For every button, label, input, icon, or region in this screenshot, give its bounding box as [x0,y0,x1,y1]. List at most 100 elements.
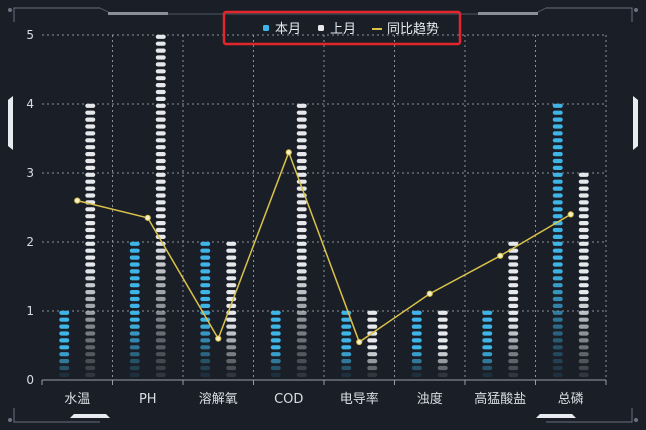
bar-segment [155,48,166,53]
trend-point[interactable] [74,197,81,204]
bar-segment [85,145,96,150]
bar-segment [296,303,307,308]
bar-last-month[interactable] [155,34,166,377]
bar-segment [59,317,70,322]
bar-segment [226,352,237,357]
bar-last-month[interactable] [226,241,237,377]
legend-item-last-month[interactable]: 上月 [318,22,356,37]
bar-current-month[interactable] [482,310,493,377]
bar-current-month[interactable] [341,310,352,377]
bar-segment [552,241,563,246]
bar-segment [155,317,166,322]
bar-segment [296,234,307,239]
bar-segment [552,359,563,364]
bar-segment [296,262,307,267]
bar-segment [85,331,96,336]
bar-last-month[interactable] [296,103,307,377]
legend-label-trend: 同比趋势 [387,21,439,37]
bar-segment [552,207,563,212]
trend-point[interactable] [144,214,151,221]
bar-segment [129,248,140,253]
bar-segment [296,124,307,129]
bar-segment [85,152,96,157]
bar-segment [200,338,211,343]
bar-segment [85,227,96,233]
bar-segment [85,221,96,226]
bar-segment [155,152,166,157]
bar-segment [482,324,493,329]
bar-segment [59,345,70,350]
bar-segment [85,324,96,329]
bar-last-month[interactable] [508,241,519,377]
bar-segment [578,234,589,239]
bar-segment [508,324,519,329]
bar-segment [155,186,166,191]
bar-last-month[interactable] [367,310,378,377]
trend-point[interactable] [567,211,574,218]
bar-segment [367,365,378,371]
bar-last-month[interactable] [437,310,448,377]
bar-last-month[interactable] [578,172,589,377]
bar-segment [411,345,422,350]
bar-current-month[interactable] [270,310,281,377]
bar-segment [437,324,448,329]
bar-segment [155,290,166,295]
trend-point[interactable] [426,290,433,297]
bar-segment [129,352,140,357]
bar-current-month[interactable] [552,103,563,377]
bar-segment [155,303,166,308]
bar-segment [155,214,166,219]
bar-segment [296,317,307,322]
bar-segment [270,372,281,377]
bar-segment [129,317,140,322]
bar-segment [226,331,237,336]
bar-segment [552,269,563,274]
bar-segment [155,138,166,143]
bar-current-month[interactable] [59,310,70,377]
bar-segment [508,338,519,343]
bar-current-month[interactable] [129,241,140,377]
x-tick-label: COD [274,392,303,407]
legend-item-current-month[interactable]: 本月 [263,22,301,37]
bar-segment [85,193,96,198]
bar-segment [552,145,563,150]
bar-segment [85,172,96,177]
bar-current-month[interactable] [411,310,422,377]
bar-segment [578,283,589,288]
bar-segment [296,276,307,281]
trend-point[interactable] [497,252,504,259]
bar-segment [85,117,96,122]
bar-segment [226,248,237,253]
bar-segment [85,262,96,267]
bar-segment [59,310,70,315]
bar-segment [508,262,519,267]
trend-point[interactable] [215,335,222,342]
bar-segment [85,186,96,191]
frame-decoration [13,7,633,423]
bar-segment [200,324,211,329]
bar-segment [270,324,281,329]
trend-point[interactable] [285,149,292,156]
bar-segment [85,124,96,129]
bar-segment [508,296,519,302]
legend-swatch-last-month [318,25,324,31]
bar-current-month[interactable] [200,241,211,377]
trend-point[interactable] [356,338,363,346]
bar-segment [59,365,70,371]
bar-segment [552,214,563,219]
bar-segment [270,345,281,350]
bar-last-month[interactable] [85,103,96,377]
bar-segment [200,345,211,350]
bar-segment [226,296,237,302]
bar-segment [552,324,563,329]
bar-segment [552,158,563,164]
legend-item-trend[interactable]: 同比趋势 [372,21,439,37]
bar-segment [155,76,166,81]
bar-segment [200,290,211,295]
bar-segment [578,352,589,357]
bar-segment [578,338,589,343]
bar-segment [85,269,96,274]
bar-segment [552,345,563,350]
legend[interactable]: 本月 上月 同比趋势 [222,10,462,46]
